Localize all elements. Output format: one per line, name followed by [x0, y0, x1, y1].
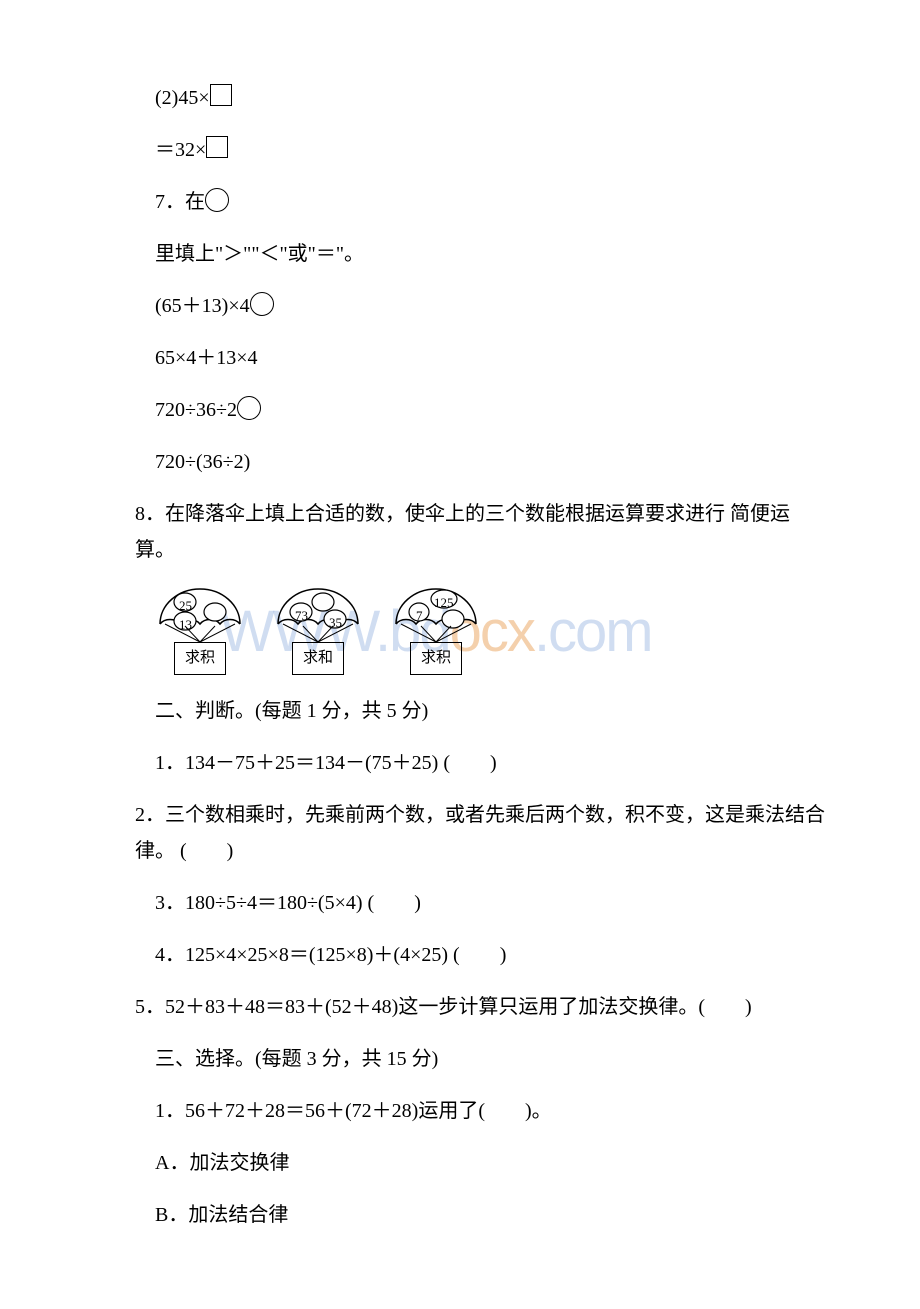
parachute-label: 求积	[174, 642, 226, 675]
q7-row1-left-text: (65＋13)×4	[155, 295, 250, 317]
q6-2-line2: ＝32×	[95, 132, 825, 168]
parachute-num: 7	[416, 604, 423, 627]
q7-header-suffix: 里填上"＞""＜"或"＝"。	[155, 243, 364, 265]
parachute-label: 求和	[292, 642, 344, 675]
q7-row1-right: 65×4＋13×4	[95, 340, 825, 376]
q6-2-line2-text: ＝32×	[155, 139, 206, 161]
section2-item3-text: 3．180÷5÷4＝180÷(5×4) ( )	[155, 892, 421, 914]
parachute-3: 7 125 求积	[391, 584, 481, 675]
section2-item1-text: 1．134－75＋25＝134－(75＋25) ( )	[155, 752, 497, 774]
parachute-canopy: 7 125	[391, 584, 481, 644]
section2-item2-text: 2．三个数相乘时，先乘前两个数，或者先乘后两个数，积不变，这是乘法结合律。 ( …	[135, 804, 825, 862]
blank-box	[206, 136, 228, 158]
section2-item2: 2．三个数相乘时，先乘前两个数，或者先乘后两个数，积不变，这是乘法结合律。 ( …	[95, 797, 825, 869]
parachute-canopy: 73 35	[273, 584, 363, 644]
parachute-num: 13	[179, 613, 192, 636]
q7-row2-right: 720÷(36÷2)	[95, 444, 825, 480]
section2-item3: 3．180÷5÷4＝180÷(5×4) ( )	[95, 885, 825, 921]
section2-item5-text: 5．52＋83＋48＝83＋(52＋48)这一步计算只运用了加法交换律。( )	[135, 996, 752, 1018]
section3-optB: B．加法结合律	[95, 1197, 825, 1233]
q8-text: 8．在降落伞上填上合适的数，使伞上的三个数能根据运算要求进行 简便运算。	[95, 496, 825, 568]
parachute-num: 73	[295, 604, 308, 627]
parachute-label: 求积	[410, 642, 462, 675]
q7-header-line1: 7．在	[95, 184, 825, 220]
q7-row2-left: 720÷36÷2	[95, 392, 825, 428]
section3-optA: A．加法交换律	[95, 1145, 825, 1181]
blank-circle	[237, 396, 261, 420]
parachute-num: 35	[329, 611, 342, 634]
blank-box	[210, 84, 232, 106]
q7-row2-left-text: 720÷36÷2	[155, 399, 237, 421]
parachute-row: 25 13 求积 73 35	[95, 584, 825, 675]
section2-item5: 5．52＋83＋48＝83＋(52＋48)这一步计算只运用了加法交换律。( )	[95, 989, 825, 1025]
parachute-1: 25 13 求积	[155, 584, 245, 675]
section3-header: 三、选择。(每题 3 分，共 15 分)	[95, 1041, 825, 1077]
q7-header-prefix: 7．在	[155, 191, 205, 213]
q7-row1-right-text: 65×4＋13×4	[155, 347, 258, 369]
section2-header: 二、判断。(每题 1 分，共 5 分)	[95, 693, 825, 729]
section3-q1-text: 1．56＋72＋28＝56＋(72＋28)运用了( )。	[155, 1100, 552, 1122]
section2-item4-text: 4．125×4×25×8＝(125×8)＋(4×25) ( )	[155, 944, 506, 966]
blank-circle	[205, 188, 229, 212]
blank-circle	[250, 292, 274, 316]
q6-2-line1: (2)45×	[95, 80, 825, 116]
section2-item1: 1．134－75＋25＝134－(75＋25) ( )	[95, 745, 825, 781]
section2-item4: 4．125×4×25×8＝(125×8)＋(4×25) ( )	[95, 937, 825, 973]
q7-row1-left: (65＋13)×4	[95, 288, 825, 324]
section3-optB-text: B．加法结合律	[155, 1204, 288, 1226]
q7-row2-right-text: 720÷(36÷2)	[155, 451, 250, 473]
q8-text-content: 8．在降落伞上填上合适的数，使伞上的三个数能根据运算要求进行 简便运算。	[135, 503, 790, 561]
parachute-num: 125	[434, 591, 454, 614]
parachute-canopy: 25 13	[155, 584, 245, 644]
section3-optA-text: A．加法交换律	[155, 1152, 289, 1174]
section3-header-text: 三、选择。(每题 3 分，共 15 分)	[155, 1048, 438, 1070]
parachute-2: 73 35 求和	[273, 584, 363, 675]
section3-q1: 1．56＋72＋28＝56＋(72＋28)运用了( )。	[95, 1093, 825, 1129]
q6-2-line1-text: (2)45×	[155, 87, 210, 109]
page-content: (2)45× ＝32× 7．在 里填上"＞""＜"或"＝"。 (65＋13)×4…	[95, 80, 825, 1233]
q7-header-line2: 里填上"＞""＜"或"＝"。	[95, 236, 825, 272]
section2-header-text: 二、判断。(每题 1 分，共 5 分)	[155, 700, 428, 722]
